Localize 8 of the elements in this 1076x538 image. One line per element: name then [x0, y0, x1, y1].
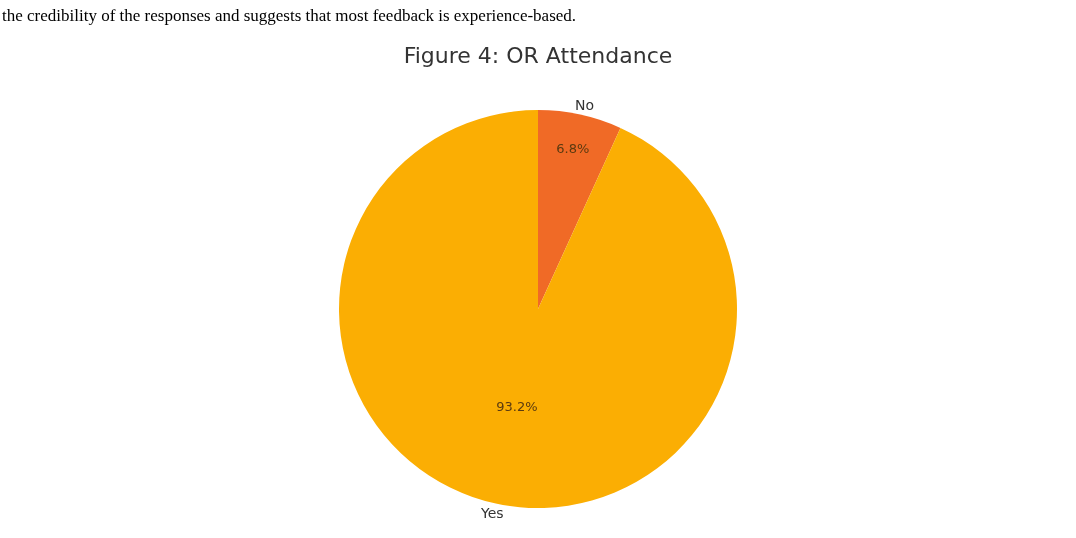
pie-slice — [538, 110, 621, 309]
data-label: 93.2% — [496, 398, 538, 414]
text: the credibility of the responses and suggests that most feedback is experience-based. — [2, 6, 577, 25]
data-label: 6.8% — [556, 141, 590, 157]
slice-label: Yes — [480, 505, 504, 521]
slice-label: No — [575, 97, 595, 113]
pie-slice — [339, 110, 737, 508]
chart-title: Figure 4: OR Attendance — [403, 43, 673, 69]
